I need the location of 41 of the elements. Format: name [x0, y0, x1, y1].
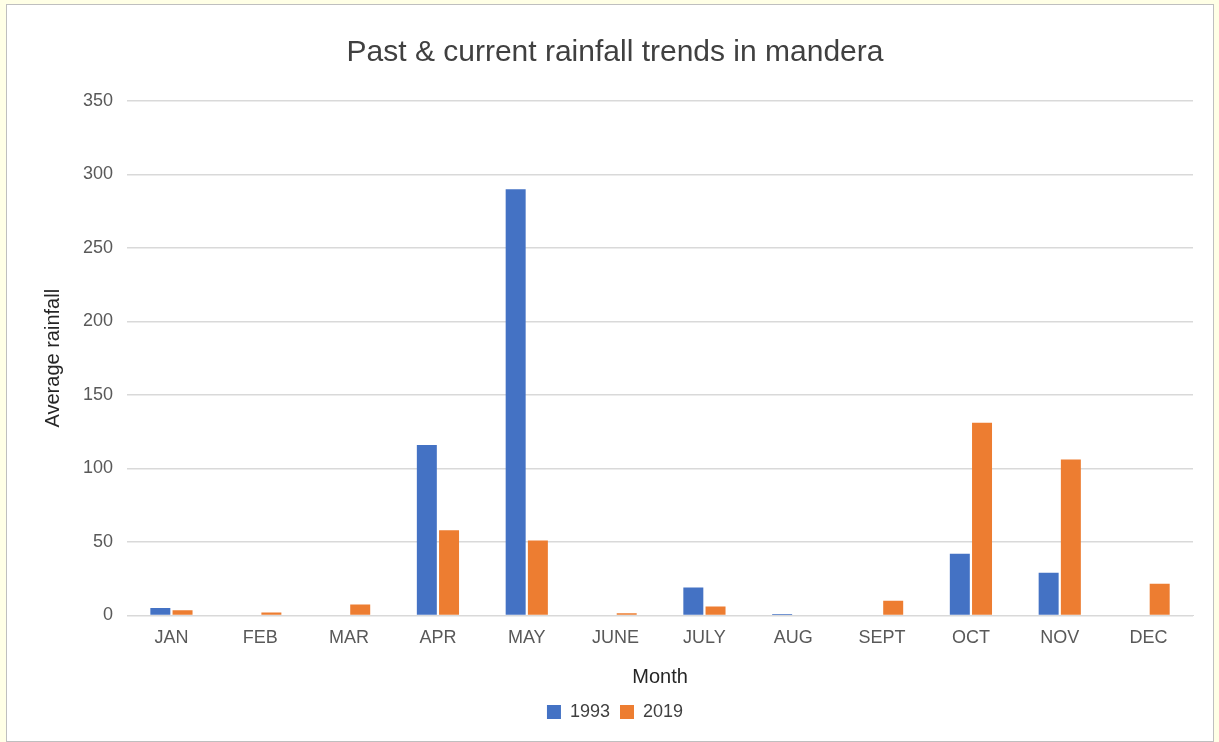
- y-tick-label: 100: [82, 457, 114, 478]
- x-tick-label: NOV: [1040, 627, 1080, 648]
- x-tick-label: DEC: [1129, 627, 1168, 648]
- y-tick-label: 300: [82, 163, 114, 184]
- y-axis-title: Average rainfall: [40, 288, 63, 428]
- bar: [150, 608, 171, 615]
- x-tick-label: AUG: [773, 627, 813, 648]
- x-tick-label: MAR: [329, 627, 370, 648]
- x-tick-label: APR: [419, 627, 457, 648]
- y-tick-label: 150: [82, 383, 114, 404]
- y-tick-label: 0: [103, 604, 114, 625]
- bar: [683, 587, 704, 615]
- x-tick-label: JULY: [683, 627, 726, 648]
- x-tick-label: JUNE: [592, 627, 640, 648]
- x-tick-label: OCT: [951, 627, 990, 648]
- bar: [527, 540, 548, 615]
- bar: [505, 189, 526, 615]
- y-tick-label: 350: [82, 89, 114, 110]
- x-axis-title: Month: [632, 664, 688, 687]
- x-tick-label: JAN: [154, 627, 189, 648]
- bar: [1060, 459, 1081, 615]
- legend-label: 2019: [643, 700, 684, 721]
- bar: [883, 600, 904, 615]
- x-tick-label: FEB: [242, 627, 278, 648]
- bar: [416, 444, 437, 615]
- y-tick-label: 50: [93, 530, 114, 551]
- legend-label: 1993: [569, 700, 610, 721]
- bar: [1149, 583, 1170, 615]
- chart-title: Past & current rainfall trends in mandera: [346, 34, 884, 68]
- bar: [1038, 572, 1059, 615]
- bar: [172, 610, 193, 615]
- y-tick-label: 200: [82, 310, 114, 331]
- y-tick-label: 250: [82, 236, 114, 257]
- bar: [261, 612, 282, 615]
- x-tick-label: SEPT: [858, 627, 906, 648]
- x-tick-label: MAY: [507, 627, 546, 648]
- bar: [439, 530, 460, 615]
- bar: [949, 553, 970, 615]
- bar: [350, 604, 371, 615]
- bar: [972, 422, 993, 615]
- bar: [705, 606, 726, 615]
